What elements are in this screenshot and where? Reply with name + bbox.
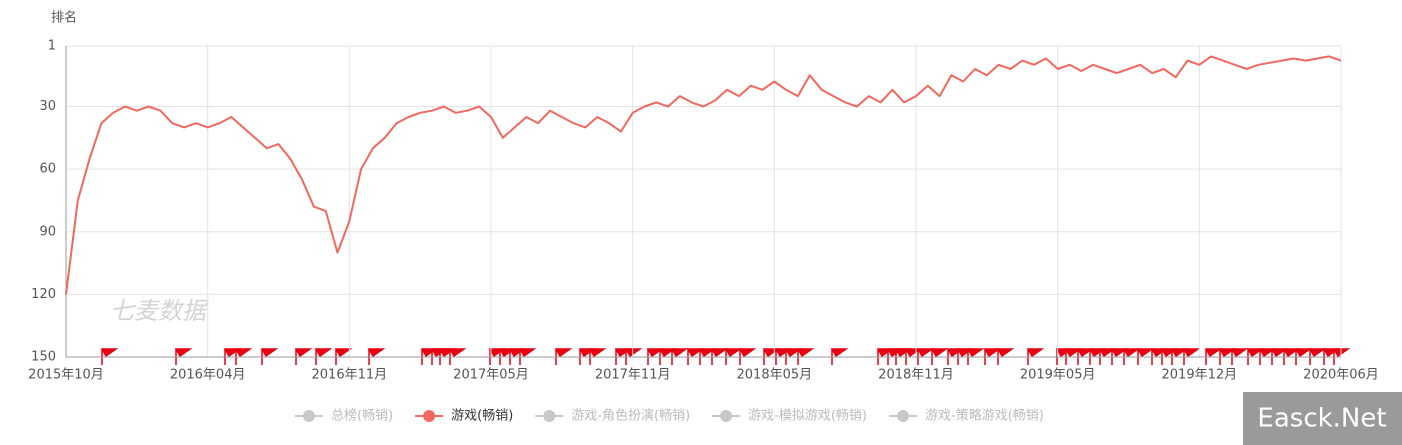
y-tick-label: 90 bbox=[39, 224, 56, 239]
x-tick-label: 2016年11月 bbox=[312, 368, 388, 383]
legend-item[interactable]: 游戏(畅销) bbox=[415, 409, 513, 424]
x-tick-label: 2017年11月 bbox=[595, 368, 671, 383]
x-tick-label: 2016年04月 bbox=[170, 368, 246, 383]
x-tick-label: 2019年12月 bbox=[1162, 368, 1238, 383]
x-tick-label: 2019年05月 bbox=[1020, 368, 1096, 383]
x-tick-label: 2018年11月 bbox=[878, 368, 954, 383]
legend-item[interactable]: 游戏-策略游戏(畅销) bbox=[889, 408, 1044, 424]
x-tick-label: 2017年05月 bbox=[453, 368, 529, 383]
legend-item[interactable]: 游戏-模拟游戏(畅销) bbox=[712, 409, 867, 424]
y-tick-label: 30 bbox=[39, 99, 56, 114]
x-tick-label: 2015年10月 bbox=[28, 368, 104, 383]
watermark: 七麦数据 bbox=[110, 297, 209, 325]
legend-marker bbox=[543, 410, 556, 422]
legend-label: 游戏-角色扮演(畅销) bbox=[571, 408, 690, 424]
legend-item[interactable]: 游戏-角色扮演(畅销) bbox=[535, 408, 690, 424]
series-line bbox=[65, 55, 1342, 295]
legend-marker bbox=[897, 410, 909, 422]
badge-bg bbox=[1243, 392, 1402, 445]
x-tick-label: 2018年05月 bbox=[737, 368, 813, 383]
y-tick-label: 60 bbox=[39, 162, 56, 177]
legend-label: 游戏-模拟游戏(畅销) bbox=[748, 409, 867, 424]
y-tick-label: 120 bbox=[31, 287, 56, 302]
legend-label: 游戏-策略游戏(畅销) bbox=[925, 408, 1044, 424]
legend-marker bbox=[303, 410, 315, 422]
badge: Easck.Net bbox=[1257, 404, 1386, 434]
legend-marker bbox=[423, 410, 436, 422]
y-tick-label: 1 bbox=[48, 39, 56, 54]
y-axis-label: 排名 bbox=[51, 10, 77, 26]
legend-label: 总榜(畅销) bbox=[331, 408, 393, 424]
y-tick-label: 150 bbox=[31, 350, 56, 365]
legend-label: 游戏(畅销) bbox=[451, 409, 513, 424]
x-tick-label: 2020年06月 bbox=[1303, 368, 1379, 383]
legend-item[interactable]: 总榜(畅销) bbox=[295, 408, 393, 424]
legend-marker bbox=[720, 410, 733, 422]
